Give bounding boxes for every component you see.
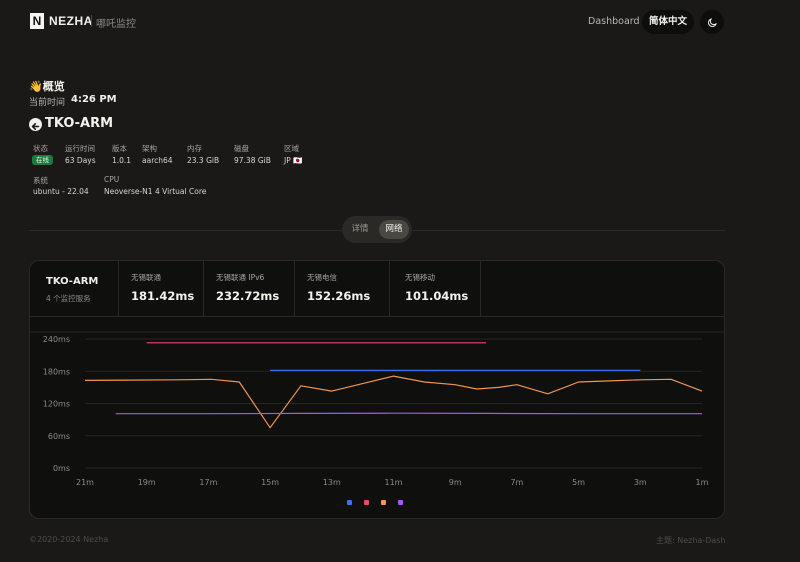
x-tick-label: 3m — [634, 478, 647, 487]
arch-label: 架构 — [142, 144, 157, 153]
y-tick-label: 180ms — [43, 367, 70, 376]
current-time-label: 当前时间 — [29, 98, 66, 108]
card-header: TKO-ARM 4 个监控服务 无锡联通 181.42ms 无锡联通 IPv6 … — [30, 261, 724, 317]
legend-swatch[interactable] — [398, 500, 403, 505]
x-tick-label: 15m — [261, 478, 279, 487]
legend-swatch[interactable] — [381, 500, 386, 505]
stat-value: 101.04ms — [405, 289, 469, 303]
stat-value: 232.72ms — [216, 289, 280, 303]
series-line-3 — [115, 412, 702, 415]
moon-icon — [707, 17, 717, 27]
disk-label: 磁盘 — [234, 144, 249, 153]
x-tick-label: 19m — [138, 478, 156, 487]
stat-label: 无锡移动 — [405, 273, 435, 282]
stat-cell-unicom-ipv6[interactable]: 无锡联通 IPv6 232.72ms — [204, 261, 295, 317]
y-tick-label: 0ms — [53, 464, 70, 473]
system-value: ubuntu - 22.04 — [33, 187, 89, 196]
y-tick-label: 120ms — [43, 400, 70, 409]
footer-copyright: ©2020-2024 Nezha — [29, 535, 109, 544]
latency-chart[interactable]: 240ms 180ms 120ms 60ms 0ms 21m 19m 17m 15m 13m 11… — [30, 317, 724, 518]
card-server-name: TKO-ARM — [46, 276, 99, 287]
series-line-2 — [84, 375, 703, 429]
dashboard-link[interactable]: Dashboard — [588, 16, 640, 27]
brand-subtitle: 哪吒监控 — [96, 19, 136, 30]
overview-title: 👋概览 — [29, 80, 65, 93]
x-tick-label: 17m — [199, 478, 217, 487]
x-tick-label: 13m — [323, 478, 341, 487]
status-badge: 在线 — [32, 155, 53, 165]
x-tick-label: 5m — [572, 478, 585, 487]
theme-toggle-button[interactable] — [700, 10, 724, 34]
language-button[interactable]: 简体中文 — [642, 10, 694, 34]
version-label: 版本 — [112, 144, 127, 153]
arrow-left-glyph — [31, 123, 40, 130]
system-label: 系统 — [33, 176, 48, 185]
x-tick-label: 9m — [449, 478, 462, 487]
arrow-left-icon[interactable] — [29, 118, 42, 131]
stat-cell-mobile[interactable]: 无锡移动 101.04ms — [390, 261, 481, 317]
current-time-value: 4:26 PM — [71, 94, 117, 105]
y-tick-label: 240ms — [43, 335, 70, 344]
footer-theme: 主题: Nezha-Dash — [656, 536, 726, 545]
x-axis-ticks: 21m 19m 17m 15m 13m 11m 9m 7m 5m 3m 1m — [76, 478, 709, 487]
legend-swatch[interactable] — [364, 500, 369, 505]
network-card: TKO-ARM 4 个监控服务 无锡联通 181.42ms 无锡联通 IPv6 … — [29, 260, 725, 519]
y-tick-label: 60ms — [48, 432, 70, 441]
stat-label: 无锡电信 — [307, 273, 337, 282]
stat-value: 181.42ms — [131, 289, 195, 303]
server-title: TKO-ARM — [45, 116, 114, 131]
x-tick-label: 11m — [385, 478, 403, 487]
x-tick-label: 1m — [696, 478, 709, 487]
cpu-value: Neoverse-N1 4 Virtual Core — [104, 187, 207, 196]
chart-legend[interactable] — [347, 500, 403, 505]
region-value: JP 🇯🇵 — [284, 156, 303, 165]
stat-cell-unicom[interactable]: 无锡联通 181.42ms — [119, 261, 204, 317]
divider-right — [412, 230, 725, 231]
server-cell[interactable]: TKO-ARM 4 个监控服务 — [30, 261, 119, 317]
stat-cell-telecom[interactable]: 无锡电信 152.26ms — [295, 261, 390, 317]
service-count: 4 个监控服务 — [46, 294, 91, 303]
stat-label: 无锡联通 — [131, 273, 161, 282]
uptime-value: 63 Days — [65, 156, 96, 165]
memory-value: 23.3 GiB — [187, 156, 220, 165]
stat-value: 152.26ms — [307, 289, 371, 303]
cpu-label: CPU — [104, 175, 120, 184]
status-label: 状态 — [33, 144, 48, 153]
tab-network[interactable]: 网络 — [379, 220, 409, 239]
arch-value: aarch64 — [142, 156, 173, 165]
x-tick-label: 21m — [76, 478, 94, 487]
brand-divider — [91, 15, 92, 27]
tab-detail[interactable]: 详情 — [351, 224, 369, 234]
region-label: 区域 — [284, 144, 299, 153]
version-value: 1.0.1 — [112, 156, 132, 165]
uptime-label: 运行时间 — [65, 144, 95, 153]
y-axis-ticks: 240ms 180ms 120ms 60ms 0ms — [43, 335, 70, 473]
brand-name[interactable]: NEZHA — [49, 14, 93, 28]
disk-value: 97.38 GiB — [234, 156, 271, 165]
chart-grid — [30, 331, 724, 469]
logo-mark[interactable]: N — [30, 13, 44, 29]
chart-series — [84, 342, 703, 429]
divider-left — [29, 230, 342, 231]
legend-swatch[interactable] — [347, 500, 352, 505]
x-tick-label: 7m — [510, 478, 523, 487]
stat-label: 无锡联通 IPv6 — [216, 273, 265, 282]
memory-label: 内存 — [187, 144, 202, 153]
